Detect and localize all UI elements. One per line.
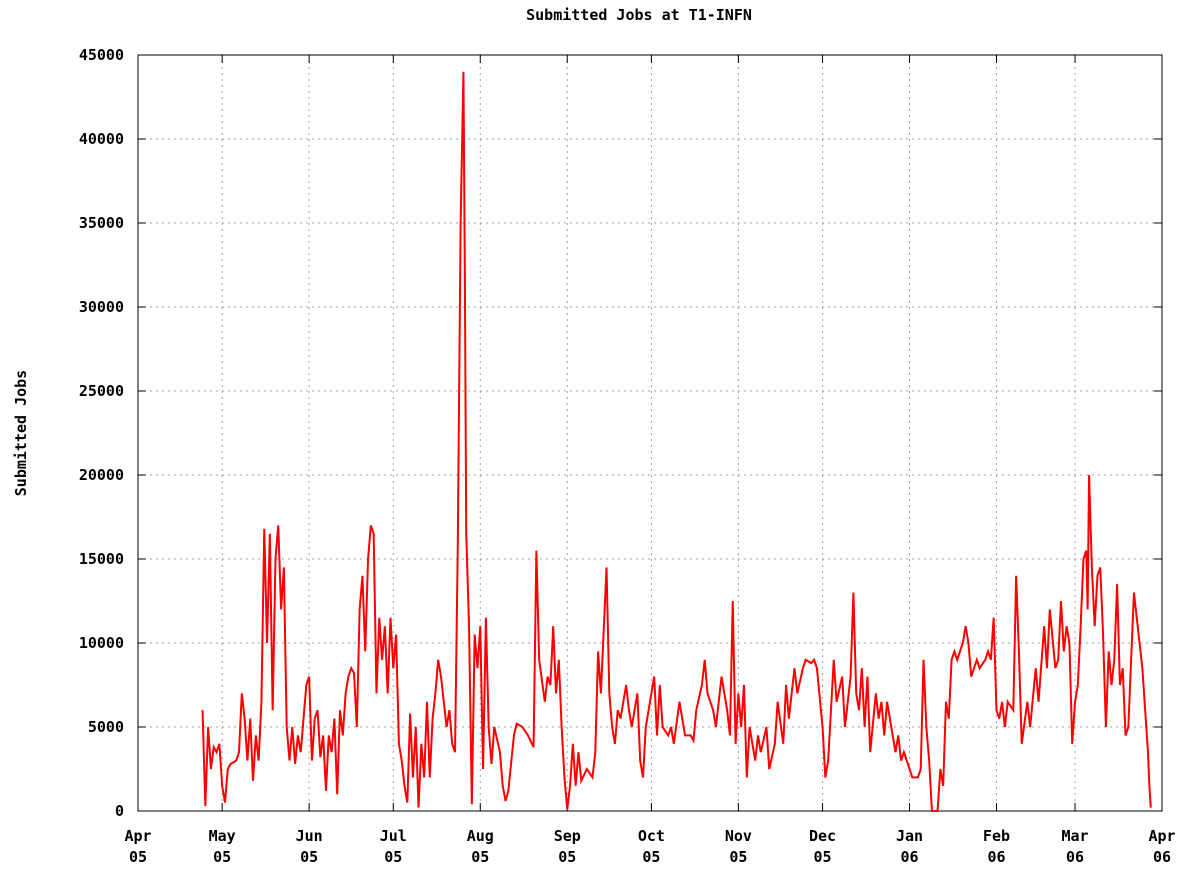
y-tick-label: 10000 xyxy=(79,634,124,652)
x-tick-label: Feb 06 xyxy=(983,827,1010,866)
data-line xyxy=(201,71,1152,812)
y-tick-label: 15000 xyxy=(79,550,124,568)
x-tick-label: Oct 05 xyxy=(638,827,665,866)
y-tick-label: 5000 xyxy=(88,718,124,736)
x-tick-label: Apr 06 xyxy=(1148,827,1175,866)
x-tick-label: Jul 05 xyxy=(380,827,407,866)
x-tick-label: Mar 06 xyxy=(1061,827,1088,866)
x-tick-label: May 05 xyxy=(209,827,236,866)
y-tick-label: 25000 xyxy=(79,382,124,400)
x-tick-label: Aug 05 xyxy=(467,827,494,866)
x-tick-label: Apr 05 xyxy=(124,827,151,866)
y-tick-label: 45000 xyxy=(79,46,124,64)
plot-frame xyxy=(137,54,1163,812)
y-tick-label: 40000 xyxy=(79,130,124,148)
y-axis-label: Submitted Jobs xyxy=(12,370,30,496)
x-tick-label: Sep 05 xyxy=(554,827,581,866)
x-tick-label: Jan 06 xyxy=(896,827,923,866)
y-tick-label: 20000 xyxy=(79,466,124,484)
y-tick-label: 35000 xyxy=(79,214,124,232)
y-tick-label: 30000 xyxy=(79,298,124,316)
chart-title: Submitted Jobs at T1-INFN xyxy=(526,6,752,24)
x-tick-label: Dec 05 xyxy=(809,827,836,866)
x-tick-label: Jun 05 xyxy=(296,827,323,866)
y-tick-label: 0 xyxy=(115,802,124,820)
x-tick-label: Nov 05 xyxy=(725,827,752,866)
